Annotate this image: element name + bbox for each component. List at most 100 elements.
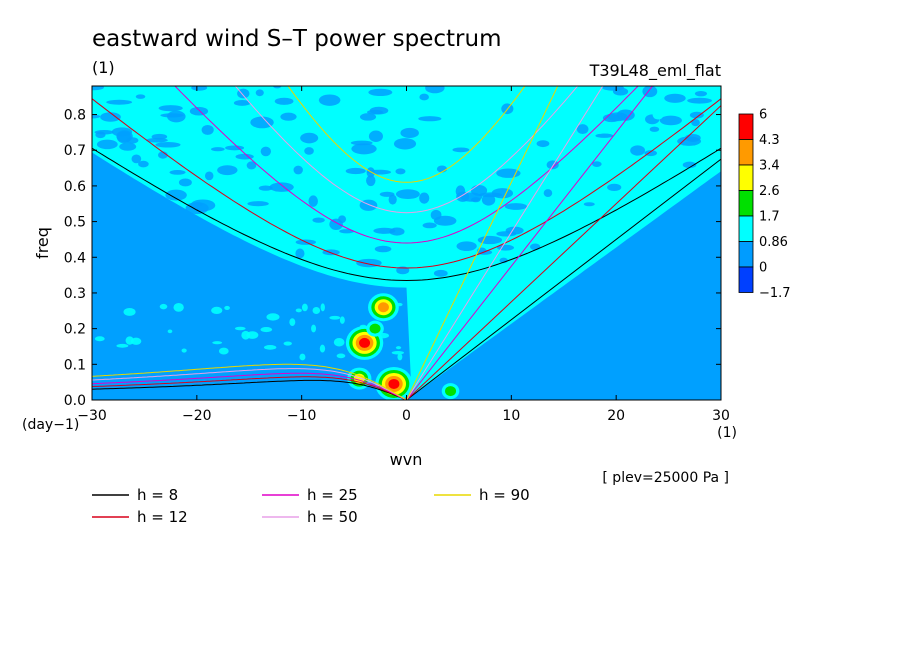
low-power-patch — [339, 229, 355, 234]
low-power-patch — [255, 89, 264, 97]
low-power-patch — [374, 245, 392, 253]
low-power-patch — [592, 161, 602, 167]
colorbar-swatch — [738, 241, 754, 268]
spectral-peak-contour — [388, 378, 400, 389]
spectral-peak-contour — [652, 109, 664, 120]
low-power-patch — [422, 222, 437, 229]
low-power-patch — [687, 97, 712, 104]
low-power-patch — [456, 241, 477, 251]
y-tick-label: 0.5 — [64, 215, 86, 231]
low-power-patch — [366, 175, 376, 187]
mid-power-patch — [224, 305, 230, 310]
low-power-patch — [694, 90, 708, 97]
colorbar-label: 0 — [759, 261, 767, 276]
y-tick-label: 0.7 — [64, 143, 86, 159]
low-power-patch — [379, 191, 395, 197]
low-power-patch — [295, 248, 305, 259]
low-power-patch — [677, 136, 702, 146]
rossby-wave-curve — [92, 379, 407, 400]
mid-power-patch — [397, 353, 403, 361]
mid-power-patch — [116, 343, 129, 348]
run-label: T39L48_eml_flat — [589, 61, 721, 81]
mid-power-patch — [234, 326, 246, 331]
colorbar-label: 3.4 — [759, 159, 780, 174]
mid-power-patch — [173, 302, 184, 312]
mid-power-patch — [266, 313, 280, 321]
mid-power-patch — [94, 336, 105, 342]
dispersion-curves — [92, 86, 721, 400]
mid-power-patch — [319, 344, 326, 353]
low-power-patch — [400, 127, 419, 139]
x-tick-label: −10 — [287, 408, 317, 424]
mid-power-patch — [391, 351, 404, 355]
rossby-wave-curve — [92, 372, 407, 400]
low-power-patch — [350, 140, 373, 146]
mid-power-patch — [211, 306, 223, 315]
low-power-patch — [96, 139, 118, 150]
y-tick-label: 0.6 — [64, 179, 86, 195]
mid-power-patch — [289, 318, 296, 326]
low-power-patch — [425, 86, 445, 94]
chart-title: eastward wind S–T power spectrum — [92, 26, 502, 52]
colorbar-swatch — [738, 113, 754, 140]
low-power-patch — [388, 194, 397, 205]
x-tick-label: −20 — [182, 408, 212, 424]
low-power-patch — [351, 143, 377, 155]
spectral-peak-contour — [369, 323, 381, 334]
legend-label: h = 25 — [307, 486, 358, 504]
mid-power-patch — [339, 316, 345, 324]
low-power-patch — [644, 150, 657, 157]
low-power-patch — [543, 189, 553, 198]
units-label: (1) — [92, 58, 115, 77]
low-power-patch — [689, 111, 704, 119]
mid-power-patch — [167, 329, 173, 334]
low-power-patch — [204, 171, 214, 181]
low-power-patch — [304, 147, 314, 155]
low-power-patch — [576, 124, 589, 135]
kelvin-wave-line — [406, 86, 654, 400]
low-power-patch — [595, 133, 614, 138]
low-power-patch — [247, 201, 269, 207]
low-power-patch — [155, 142, 181, 148]
low-power-patch — [659, 115, 682, 126]
inertia-gravity-curve — [234, 86, 579, 214]
mid-power-patch — [123, 308, 136, 316]
low-power-patch — [504, 203, 528, 210]
rossby-wave-curve — [92, 368, 407, 400]
low-power-patch — [529, 243, 541, 251]
low-power-patch — [274, 97, 294, 105]
low-power-patch — [373, 227, 396, 234]
low-power-patch — [106, 99, 133, 105]
low-power-patch — [273, 86, 282, 89]
kelvin-wave-line — [406, 86, 559, 400]
colorbar-swatch — [738, 164, 754, 191]
x-tick-label: 30 — [712, 408, 730, 424]
low-power-patch — [167, 110, 186, 123]
level-annotation: [ plev=25000 Pa ] — [602, 470, 729, 486]
low-power-patch — [329, 218, 343, 230]
low-power-patch — [393, 138, 417, 150]
y-tick-label: 0.2 — [64, 322, 86, 338]
low-power-patch — [308, 195, 318, 207]
legend: h = 8 h = 12 h = 25 h = 50 h = 90 — [92, 486, 530, 526]
mid-power-patch — [329, 315, 341, 320]
x-axis-units: (1) — [717, 425, 737, 441]
low-power-patch — [419, 93, 429, 101]
spectral-peaks — [345, 109, 664, 400]
colorbar-label: −1.7 — [759, 286, 791, 301]
low-power-patch — [158, 105, 183, 112]
low-power-patch — [583, 202, 595, 207]
x-axis-label: wvn — [390, 450, 423, 469]
low-power-patch — [433, 215, 457, 226]
low-power-patch — [546, 160, 559, 170]
low-power-patch — [368, 88, 393, 97]
low-power-patch — [312, 217, 325, 223]
low-power-patch — [691, 119, 700, 127]
colorbar-label: 4.3 — [759, 133, 780, 148]
kelvin-wave-line — [406, 86, 604, 400]
low-power-patch — [258, 185, 273, 191]
low-power-patch — [260, 146, 272, 157]
low-power-patch — [300, 132, 319, 144]
low-power-patch — [395, 189, 420, 200]
colorbar-label: 1.7 — [759, 210, 780, 225]
